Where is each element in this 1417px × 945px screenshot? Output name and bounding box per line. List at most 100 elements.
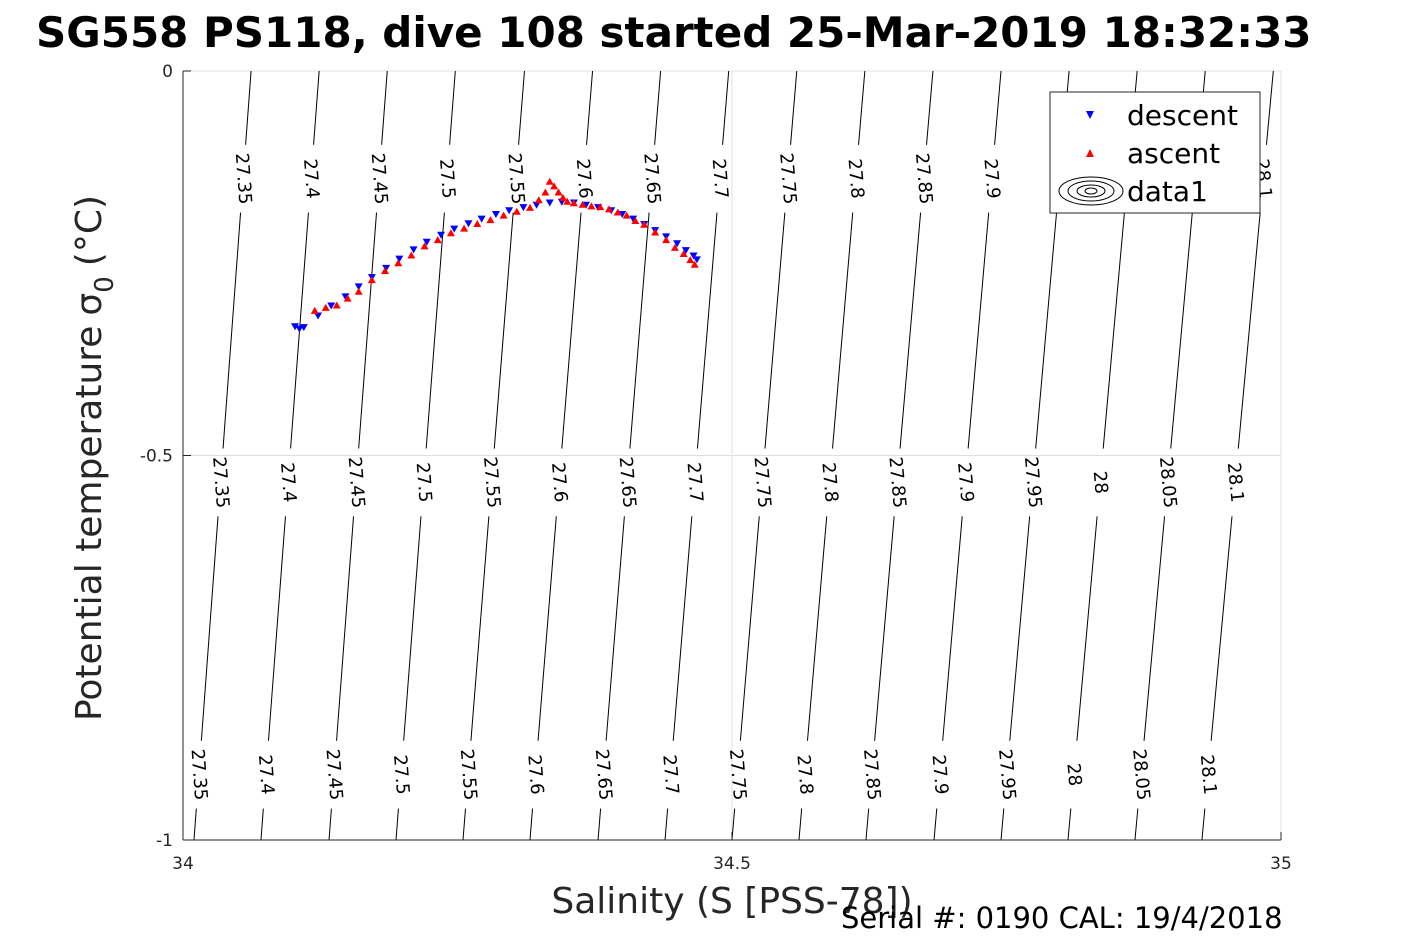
isopycnal-line bbox=[798, 808, 803, 841]
ascent-point bbox=[550, 182, 559, 190]
isopycnal-label: 27.35 bbox=[186, 748, 211, 801]
isopycnal-label: 27.45 bbox=[322, 748, 347, 801]
ascent-point bbox=[578, 200, 587, 208]
isopycnal-line bbox=[790, 70, 798, 145]
legend-data1-contour-icon bbox=[1058, 176, 1124, 206]
isopycnal-line bbox=[245, 70, 252, 145]
x-tick-label: 34 bbox=[172, 854, 194, 874]
isopycnal-line bbox=[403, 516, 422, 741]
legend-data1-label: data1 bbox=[1127, 175, 1208, 208]
x-tick-label: 34.5 bbox=[713, 854, 751, 874]
legend[interactable]: descent ascent data1 bbox=[1049, 91, 1261, 214]
isopycnal-label: 27.95 bbox=[994, 748, 1019, 801]
isopycnal-line bbox=[994, 70, 1002, 145]
isopycnal-label: 27.55 bbox=[479, 456, 504, 509]
ascent-point bbox=[433, 236, 442, 244]
isopycnal-label: 27.75 bbox=[749, 456, 774, 509]
descent-point bbox=[491, 211, 500, 219]
isopycnal-line bbox=[1201, 808, 1206, 841]
ascent-point bbox=[569, 199, 578, 207]
isopycnal-line bbox=[672, 516, 693, 741]
isopycnal-label: 27.7 bbox=[658, 754, 682, 796]
isopycnal-line bbox=[328, 808, 332, 841]
isopycnal-line bbox=[425, 212, 445, 449]
isopycnal-line bbox=[629, 212, 650, 449]
x-axis-label: Salinity (S [PSS-78]) bbox=[551, 881, 912, 922]
isopycnal-line bbox=[1009, 516, 1031, 741]
ascent-point bbox=[310, 306, 319, 314]
descent-point bbox=[314, 312, 323, 320]
serial-cal-footer: Serial #: 0190 CAL: 19/4/2018 bbox=[841, 901, 1283, 935]
isopycnal-label: 27.55 bbox=[456, 748, 481, 801]
chart-title: SG558 PS118, dive 108 started 25-Mar-201… bbox=[36, 8, 1312, 57]
descent-point bbox=[409, 246, 418, 254]
ascent-point bbox=[545, 177, 554, 185]
ascent-point bbox=[394, 259, 403, 267]
isopycnal-label: 27.4 bbox=[254, 754, 278, 796]
ascent-point bbox=[686, 256, 695, 264]
y-tick-label: -0.5 bbox=[140, 447, 173, 467]
isopycnal-line bbox=[858, 70, 866, 145]
ascent-point bbox=[662, 236, 671, 244]
isopycnal-line bbox=[764, 212, 786, 449]
isopycnal-line bbox=[874, 516, 895, 741]
descent-point bbox=[382, 264, 391, 272]
data-series bbox=[290, 177, 701, 333]
ascent-point bbox=[631, 216, 640, 224]
y-axis-label: Potential temperature σ0 (°C) bbox=[69, 195, 120, 721]
isopycnal-line bbox=[1237, 212, 1261, 449]
ascent-point bbox=[534, 196, 543, 204]
ascent-point bbox=[596, 203, 605, 211]
ascent-point bbox=[525, 203, 534, 211]
isopycnal-label: 27.5 bbox=[435, 158, 459, 200]
isopycnal-label: 27.8 bbox=[792, 754, 816, 796]
isopycnal-label: 27.9 bbox=[953, 462, 977, 504]
ascent-point bbox=[541, 188, 550, 196]
ascent-point bbox=[407, 251, 416, 259]
ascent-point bbox=[605, 205, 614, 213]
isopycnal-label: 27.75 bbox=[775, 152, 800, 205]
isopycnal-line bbox=[926, 70, 934, 145]
ascent-point bbox=[558, 193, 567, 201]
isopycnal-label: 27.65 bbox=[591, 748, 616, 801]
descent-point bbox=[505, 207, 514, 215]
descent-point bbox=[295, 325, 304, 333]
ascent-point bbox=[651, 228, 660, 236]
legend-ascent-label: ascent bbox=[1127, 137, 1220, 170]
isopycnal-label: 27.6 bbox=[572, 158, 596, 200]
isopycnal-line bbox=[313, 70, 320, 145]
isopycnal-label: 27.4 bbox=[299, 158, 323, 200]
isopycnal-line bbox=[1134, 808, 1139, 841]
descent-point bbox=[327, 302, 336, 310]
descent-point bbox=[673, 240, 682, 248]
isopycnal-line bbox=[664, 808, 669, 841]
isopycnal-line bbox=[381, 70, 388, 145]
ascent-point bbox=[640, 220, 649, 228]
ascent-point bbox=[679, 250, 688, 258]
descent-point bbox=[692, 256, 701, 264]
isopycnal-label: 27.35 bbox=[231, 152, 256, 205]
descent-point bbox=[395, 255, 404, 263]
descent-point bbox=[464, 220, 473, 228]
isopycnal-label: 27.7 bbox=[708, 158, 732, 200]
isopycnal-line bbox=[449, 70, 456, 145]
isopycnal-line bbox=[537, 516, 557, 741]
isopycnal-line bbox=[470, 516, 490, 741]
descent-point bbox=[519, 204, 528, 212]
isopycnal-label: 27.5 bbox=[389, 754, 413, 796]
isopycnal-line bbox=[1210, 516, 1233, 741]
y-tick-label: -1 bbox=[156, 831, 173, 851]
legend-descent-marker bbox=[1086, 111, 1094, 119]
isopycnal-label: 28.05 bbox=[1155, 456, 1181, 509]
isopycnal-line bbox=[696, 212, 718, 449]
isopycnal-label: 27.85 bbox=[859, 748, 884, 801]
descent-point bbox=[437, 231, 446, 239]
isopycnal-line bbox=[493, 212, 514, 449]
isopycnal-line bbox=[586, 70, 594, 145]
isopycnal-line bbox=[739, 516, 760, 741]
isopycnal-line bbox=[1143, 516, 1166, 741]
isopycnal-line bbox=[1265, 70, 1274, 145]
isopycnal-label: 28.05 bbox=[1128, 748, 1154, 801]
ascent-point bbox=[670, 243, 679, 251]
isopycnal-line bbox=[1076, 516, 1098, 741]
